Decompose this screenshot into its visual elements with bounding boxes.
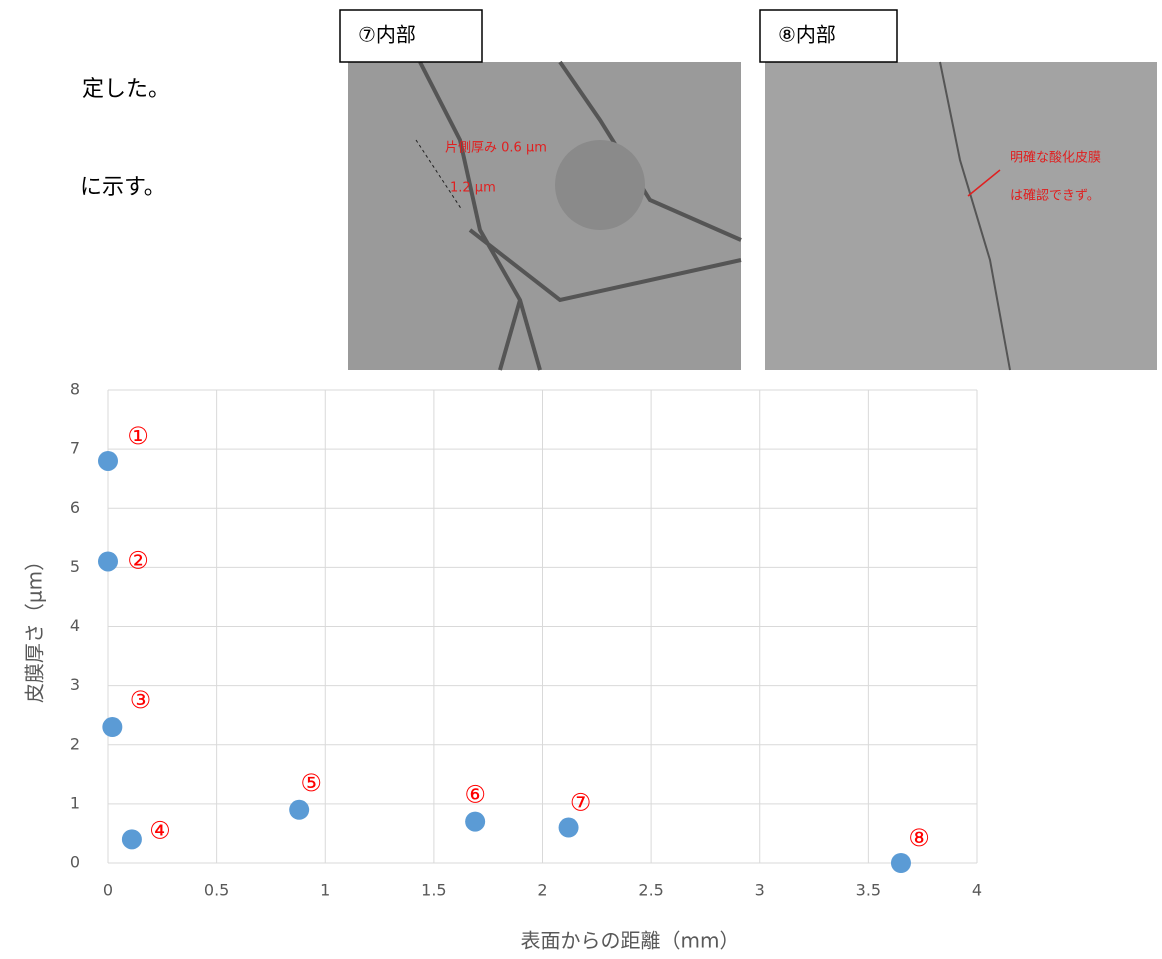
image-note: 1.2 µm: [450, 181, 496, 196]
y-tick-label: 8: [70, 380, 80, 399]
y-tick-label: 4: [70, 616, 80, 635]
body-text: に示す。: [80, 175, 166, 200]
image-label-box: [759, 9, 898, 63]
data-point: [98, 551, 118, 572]
x-tick-label: 2: [537, 881, 547, 900]
arrow: [967, 169, 1001, 197]
image-label: ⑦内部: [358, 23, 416, 47]
y-tick-label: 6: [70, 498, 80, 517]
data-point: [102, 717, 123, 738]
image-label: ⑧内部: [778, 23, 836, 47]
point-label: ④: [149, 816, 171, 844]
x-tick-label: 0: [103, 881, 113, 900]
body-text: 定した。: [82, 77, 170, 102]
x-tick-label: 3.5: [856, 881, 881, 900]
data-point: [465, 811, 486, 832]
image-note: は確認できず。: [1010, 188, 1100, 204]
data-point: [121, 829, 142, 850]
x-axis-title: 表面からの距離（mm）: [521, 929, 740, 953]
crack: [939, 61, 1011, 371]
point-label: ①: [127, 422, 149, 450]
point-label: ⑤: [300, 769, 322, 797]
point-label: ⑧: [908, 824, 930, 852]
image-note: 明確な酸化皮膜: [1010, 150, 1101, 166]
y-tick-label: 3: [70, 675, 80, 694]
image-note: 片側厚み 0.6 µm: [445, 141, 547, 156]
y-tick-label: 7: [70, 439, 80, 458]
x-tick-label: 1.5: [421, 881, 446, 900]
data-point: [289, 799, 310, 820]
x-tick-label: 2.5: [638, 881, 663, 900]
grain: [555, 140, 645, 230]
x-tick-label: 1: [320, 881, 330, 900]
y-tick-label: 2: [70, 734, 80, 753]
measure: [415, 139, 463, 211]
point-label: ②: [127, 546, 149, 574]
micrograph: [348, 62, 741, 370]
y-tick-label: 0: [70, 853, 80, 872]
image-label-box: [339, 9, 483, 63]
data-point: [98, 450, 118, 471]
x-tick-label: 3: [755, 881, 765, 900]
point-label: ③: [130, 686, 152, 714]
y-tick-label: 1: [70, 793, 80, 812]
y-axis-title: 皮膜厚さ（µm）: [23, 551, 47, 703]
x-tick-label: 4: [972, 881, 982, 900]
micrograph: [765, 62, 1157, 370]
point-label: ⑥: [464, 781, 486, 809]
x-tick-label: 0.5: [204, 881, 229, 900]
data-point: [890, 853, 911, 873]
point-label: ⑦: [570, 789, 592, 817]
y-tick-label: 5: [70, 557, 80, 576]
data-point: [558, 817, 579, 838]
